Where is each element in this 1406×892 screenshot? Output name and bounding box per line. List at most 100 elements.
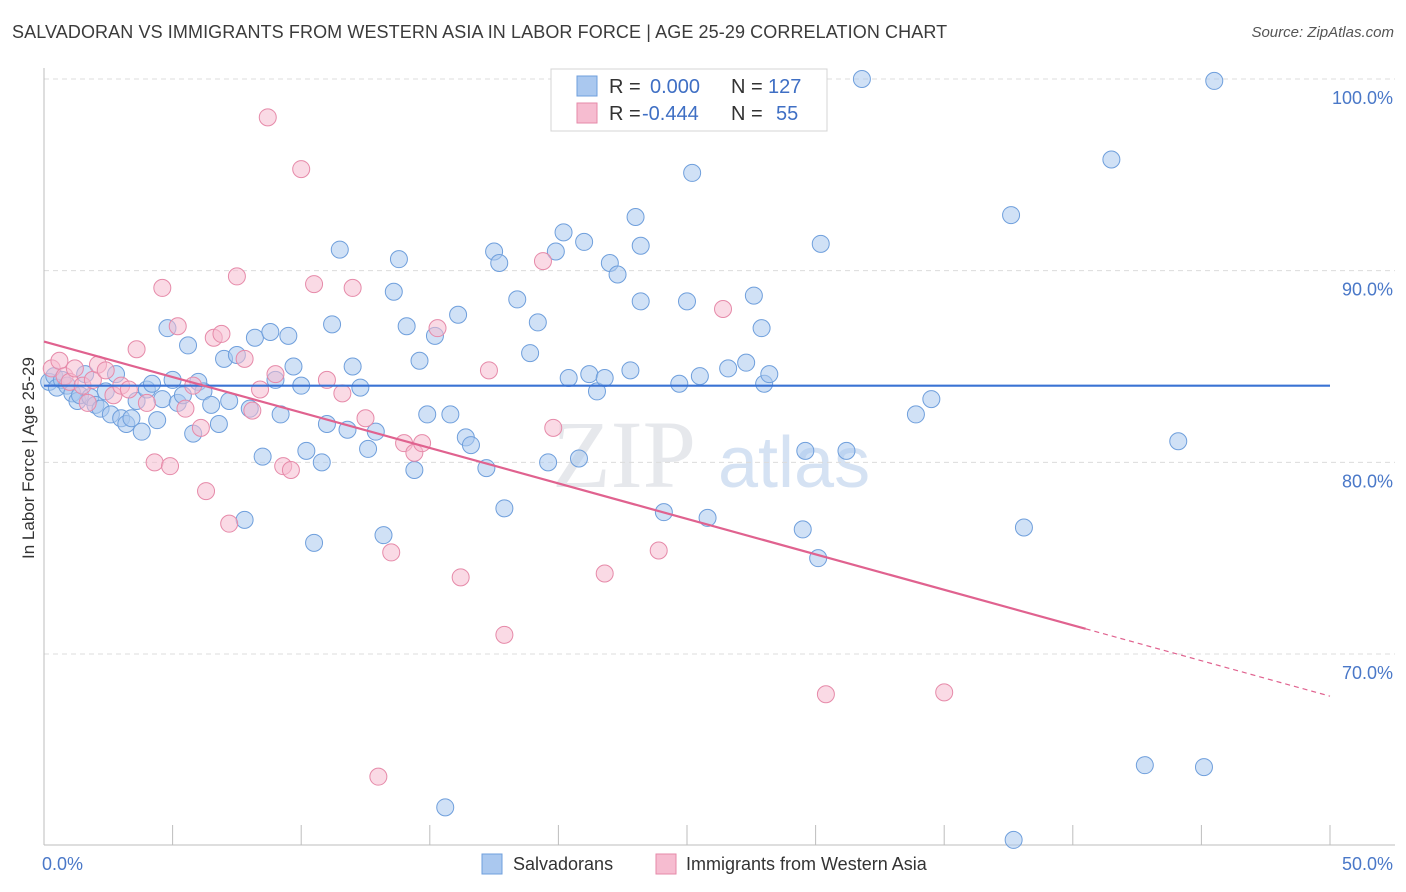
salvadoran-point [359,439,378,458]
stats-r-label: R = [609,103,641,125]
y-tick-label: 70.0% [1342,663,1393,683]
y-axis-title: In Labor Force | Age 25-29 [19,357,38,559]
salvadoran-point [132,422,151,441]
stats-swatch-pink [576,102,598,124]
salvadoran-point [678,292,696,311]
salvadoran-point [1102,150,1121,169]
stats-r-value: 0.000 [650,76,700,98]
salvadoran-point [279,326,298,345]
western-asia-point [356,409,375,428]
salvadoran-point [793,520,812,539]
salvadoran-point [631,236,650,255]
salvadoran-point [1205,71,1224,90]
legend-label-western-asia: Immigrants from Western Asia [686,854,928,874]
salvadoran-point [202,395,221,414]
western-asia-point [533,252,552,271]
western-asia-point [78,393,97,412]
salvadoran-point [587,382,606,401]
salvadoran-point [559,369,578,387]
stats-legend-box: R = 0.000 N = 127 R = -0.444 N = 55 [550,68,828,132]
western-asia-point [451,568,470,587]
bottom-legend: Salvadorans Immigrants from Western Asia [481,853,928,875]
data-points [40,70,1224,849]
stats-n-label: N = [731,76,763,98]
western-asia-point [137,393,156,412]
western-asia-point [544,418,563,437]
salvadoran-point [1194,758,1213,777]
salvadoran-point [143,374,162,393]
salvadoran-point [546,242,565,261]
y-tick-label: 100.0% [1332,88,1393,108]
salvadoran-point [1002,206,1021,225]
salvadoran-point [690,367,709,386]
western-asia-point [292,160,311,179]
salvadoran-point [245,328,264,347]
legend-label-salvadorans: Salvadorans [513,854,613,874]
y-tick-label: 90.0% [1342,280,1393,300]
western-asia-point [305,275,324,294]
chart-title: SALVADORAN VS IMMIGRANTS FROM WESTERN AS… [12,22,948,42]
source-label: Source: ZipAtlas.com [1251,24,1394,41]
western-asia-point [479,361,498,380]
salvadoran-point [1004,830,1023,849]
western-asia-point [243,401,262,420]
salvadoran-point [760,365,779,384]
salvadoran-point [670,374,689,393]
salvadoran-point [436,798,455,817]
salvadoran-point [343,357,362,376]
stats-n-value: 55 [776,103,798,125]
salvadoran-point [595,369,614,387]
western-asia-point [161,457,180,476]
salvadoran-point [1135,756,1154,775]
salvadoran-point [683,163,702,182]
x-tick-label: 50.0% [1342,854,1393,874]
salvadoran-point [811,234,830,253]
salvadoran-point [719,359,738,378]
salvadoran-point [122,409,141,428]
western-asia-point [119,380,138,399]
salvadoran-point [539,453,558,472]
western-asia-point [816,685,835,704]
salvadoran-point [495,499,514,518]
y-tick-label: 80.0% [1342,471,1393,491]
salvadoran-point [852,70,871,88]
salvadoran-point [508,290,527,309]
salvadoran-point [631,292,650,311]
western-asia-point [333,384,352,403]
salvadoran-point [384,282,403,301]
western-asia-point [649,541,668,560]
salvadoran-point [253,447,272,466]
stats-n-value: 127 [768,76,801,98]
salvadoran-point [528,313,547,332]
salvadoran-point [737,353,756,372]
salvadoran-point [441,405,460,424]
tick-labels: 100.0% 90.0% 80.0% 70.0% 0.0% 50.0% [42,88,1393,874]
salvadoran-point [752,319,771,338]
salvadoran-point [796,441,815,460]
salvadoran-point [179,336,198,355]
stats-n-label: N = [731,103,763,125]
western-asia-point [369,767,388,786]
western-asia-point [714,300,733,318]
western-asia-point [595,564,614,583]
salvadoran-point [351,378,370,397]
salvadoran-point [449,305,468,324]
salvadoran-point [418,405,437,424]
western-asia-point [96,361,115,380]
western-asia-point [176,399,195,418]
western-asia-point [50,351,69,370]
salvadoran-point [405,461,424,479]
salvadoran-point [922,390,941,409]
legend-swatch-salvadorans [481,853,503,875]
trend-lines [43,340,1331,697]
salvadoran-point [397,317,416,336]
western-asia-point [127,340,146,359]
western-asia-point [251,380,270,399]
western-asia-point [227,267,246,286]
axes [43,68,1395,846]
salvadoran-point [461,436,480,455]
salvadoran-point [389,250,408,269]
salvadoran-point [809,549,828,568]
x-tick-label: 0.0% [42,854,83,874]
western-asia-point [935,683,954,702]
